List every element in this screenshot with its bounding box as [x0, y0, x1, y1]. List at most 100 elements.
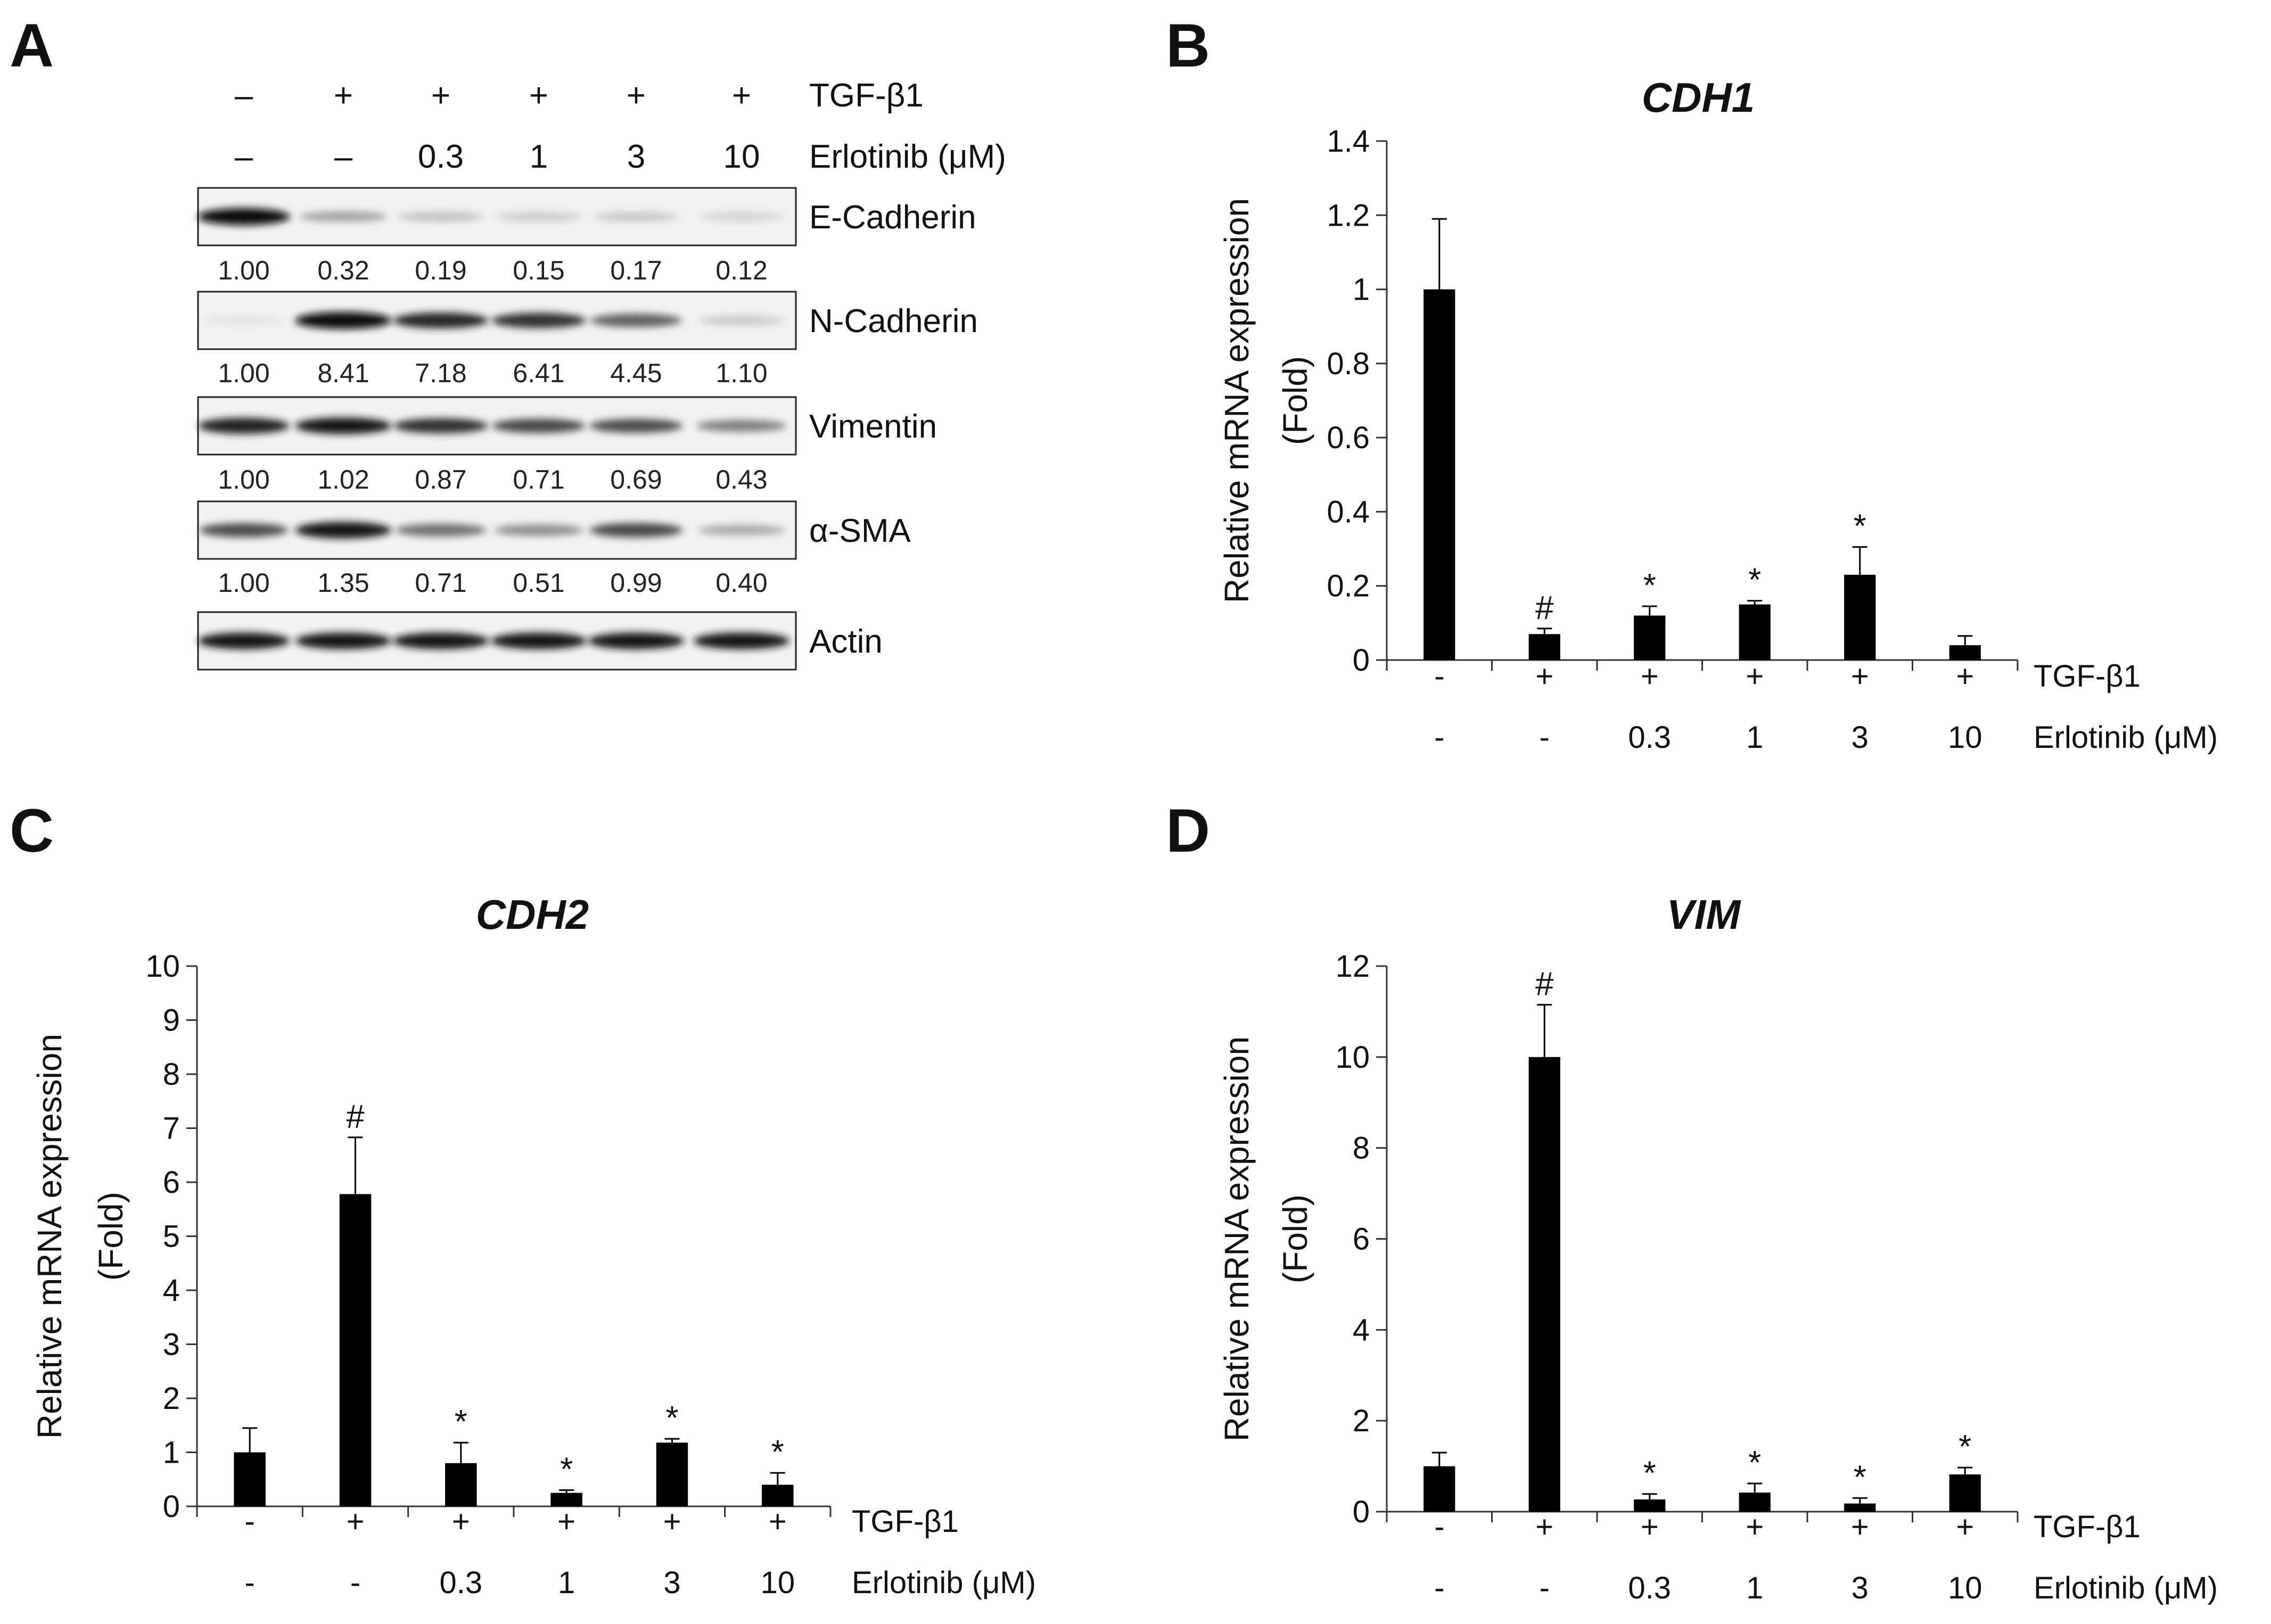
cdh2-chart-title: CDH2 — [476, 891, 589, 938]
cdh2-significance-6: * — [771, 1434, 784, 1471]
vim-condition-label-erlotinib: Erlotinib (μM) — [2034, 1571, 2218, 1605]
panel-c-cdh2-chart: C CDH2 Relative mRNA expression (Fold) 0 1 2 3… — [10, 797, 1036, 1600]
cdh2-ytick-label: 8 — [163, 1057, 180, 1092]
blot-band-n-cadherin-lane-4 — [491, 312, 586, 328]
blot-treatment-tgf-lane-5: + — [627, 77, 646, 114]
vim-condition-tgf-3: + — [1641, 1510, 1659, 1544]
cdh1-condition-tgf-3: + — [1641, 659, 1659, 694]
blot-n-cadherin: N-Cadherin 1.00 8.41 7.18 6.41 4.45 1.10 — [197, 291, 978, 388]
blot-quant-vimentin-lane-1: 1.00 — [218, 465, 269, 494]
cdh2-ylabel-line-2: (Fold) — [92, 1192, 130, 1281]
vim-bar-1 — [1424, 1466, 1455, 1512]
vim-condition-tgf-5: + — [1851, 1510, 1869, 1544]
cdh2-ytick-label: 1 — [163, 1436, 180, 1470]
cdh1-condition-tgf-4: + — [1746, 659, 1764, 694]
cdh2-condition-tgf-6: + — [769, 1504, 787, 1539]
cdh1-chart-title: CDH1 — [1642, 74, 1755, 121]
cdh1-bar-2 — [1528, 634, 1560, 660]
blot-quant--sma-lane-5: 0.99 — [610, 568, 662, 598]
blot-vimentin: Vimentin 1.00 1.02 0.87 0.71 0.69 0.43 — [197, 396, 937, 494]
blot-band-e-cadherin-lane-6 — [698, 212, 785, 221]
cdh2-condition-tgf-1: - — [245, 1504, 255, 1539]
cdh2-bar-4 — [550, 1493, 582, 1506]
blot-treatment-label-tgf: TGF-β1 — [809, 77, 924, 114]
blot-quant-e-cadherin-lane-6: 0.12 — [715, 255, 767, 285]
cdh2-condition-erlotinib-6: 10 — [761, 1565, 795, 1600]
blot-treatment-label-erlotinib: Erlotinib (μM) — [809, 138, 1006, 175]
cdh1-significance-3: * — [1643, 567, 1656, 604]
blot-quant-e-cadherin-lane-1: 1.00 — [218, 255, 269, 285]
blot-band--sma-lane-2 — [295, 522, 392, 539]
cdh2-condition-erlotinib-2: - — [350, 1565, 360, 1600]
vim-bar-6 — [1949, 1474, 1981, 1512]
blot-treatment-tgf-lane-3: + — [431, 77, 450, 114]
cdh1-condition-erlotinib-3: 0.3 — [1628, 720, 1671, 755]
cdh1-bar-6 — [1949, 645, 1981, 660]
vim-significance-4: * — [1748, 1445, 1761, 1481]
cdh1-condition-erlotinib-4: 1 — [1746, 720, 1763, 755]
blot-band-vimentin-lane-6 — [696, 419, 787, 432]
vim-significance-5: * — [1854, 1459, 1866, 1496]
cdh2-bar-1 — [234, 1452, 266, 1506]
blot-band-actin-lane-3 — [392, 632, 489, 649]
blot-quant-vimentin-lane-5: 0.69 — [610, 465, 662, 494]
blot-band-e-cadherin-lane-2 — [299, 211, 388, 222]
panel-a-label: A — [10, 12, 54, 80]
blot-quant--sma-lane-1: 1.00 — [218, 568, 269, 598]
blot-band--sma-lane-1 — [199, 523, 289, 538]
cdh1-condition-tgf-5: + — [1851, 659, 1869, 694]
cdh1-ytick-label: 0.8 — [1327, 347, 1370, 381]
vim-ytick-label: 10 — [1335, 1040, 1370, 1075]
blot-band-n-cadherin-lane-5 — [590, 314, 682, 327]
cdh1-condition-erlotinib-6: 10 — [1948, 720, 1982, 755]
vim-ytick-label: 8 — [1353, 1131, 1370, 1166]
blot-label--sma: α-SMA — [809, 513, 911, 549]
cdh1-significance-2: # — [1535, 590, 1554, 626]
blot-quant-n-cadherin-lane-5: 4.45 — [610, 358, 662, 388]
blot--sma: α-SMA 1.00 1.35 0.71 0.51 0.99 0.40 — [197, 500, 911, 598]
blot-quant--sma-lane-2: 1.35 — [317, 568, 369, 598]
cdh1-condition-erlotinib-1: - — [1434, 720, 1444, 755]
cdh2-ytick-label: 5 — [163, 1219, 180, 1254]
blot-treatment-tgf-lane-1: – — [235, 77, 253, 114]
vim-condition-tgf-1: - — [1434, 1510, 1444, 1544]
blot-quant-n-cadherin-lane-4: 6.41 — [513, 358, 564, 388]
vim-condition-erlotinib-5: 3 — [1852, 1571, 1869, 1605]
cdh1-significance-4: * — [1748, 562, 1761, 599]
cdh2-ytick-label: 4 — [163, 1273, 180, 1308]
blot-treatment-erlotinib-lane-4: 1 — [530, 138, 548, 175]
cdh1-condition-tgf-6: + — [1956, 659, 1974, 694]
blot-quant-n-cadherin-lane-2: 8.41 — [317, 358, 369, 388]
blot-quant--sma-lane-4: 0.51 — [513, 568, 564, 598]
cdh2-significance-2: # — [346, 1099, 365, 1135]
panel-d-vim-chart: D VIM Relative mRNA expression (Fold) 0 2 4 6 8… — [1166, 797, 2218, 1605]
vim-condition-tgf-6: + — [1956, 1510, 1974, 1544]
blot-label-e-cadherin: E-Cadherin — [809, 199, 976, 236]
blot-quant-e-cadherin-lane-3: 0.19 — [415, 255, 466, 285]
panel-c-label: C — [10, 797, 54, 865]
blot-label-vimentin: Vimentin — [809, 408, 937, 445]
blot-treatment-erlotinib-lane-3: 0.3 — [418, 138, 464, 175]
vim-significance-6: * — [1959, 1429, 1971, 1465]
vim-ytick-label: 0 — [1353, 1495, 1370, 1529]
vim-bar-2 — [1528, 1057, 1560, 1512]
cdh2-condition-erlotinib-3: 0.3 — [440, 1565, 483, 1600]
cdh2-condition-tgf-3: + — [452, 1504, 470, 1539]
blot-band-actin-lane-6 — [693, 632, 790, 649]
cdh1-ytick-label: 1 — [1353, 273, 1370, 307]
cdh1-bar-3 — [1634, 615, 1666, 660]
cdh2-condition-erlotinib-4: 1 — [558, 1565, 575, 1600]
blot-band-e-cadherin-lane-1 — [198, 208, 290, 225]
vim-condition-erlotinib-3: 0.3 — [1628, 1571, 1671, 1605]
vim-bar-5 — [1844, 1503, 1876, 1512]
cdh1-condition-erlotinib-2: - — [1540, 720, 1550, 755]
blot-treatment-erlotinib-lane-5: 3 — [627, 138, 645, 175]
blot-band-e-cadherin-lane-3 — [397, 212, 484, 221]
cdh2-condition-label-tgf: TGF-β1 — [852, 1504, 959, 1539]
vim-condition-erlotinib-1: - — [1434, 1571, 1444, 1605]
blot-treatment-erlotinib-lane-2: – — [334, 138, 353, 175]
panel-b-cdh1-chart: B CDH1 Relative mRNA expression (Fold) 0 0.2… — [1166, 12, 2218, 755]
cdh2-ytick-label: 9 — [163, 1003, 180, 1038]
cdh1-ytick-label: 0.4 — [1327, 494, 1370, 529]
blot-e-cadherin: E-Cadherin 1.00 0.32 0.19 0.15 0.17 0.12 — [197, 187, 976, 285]
